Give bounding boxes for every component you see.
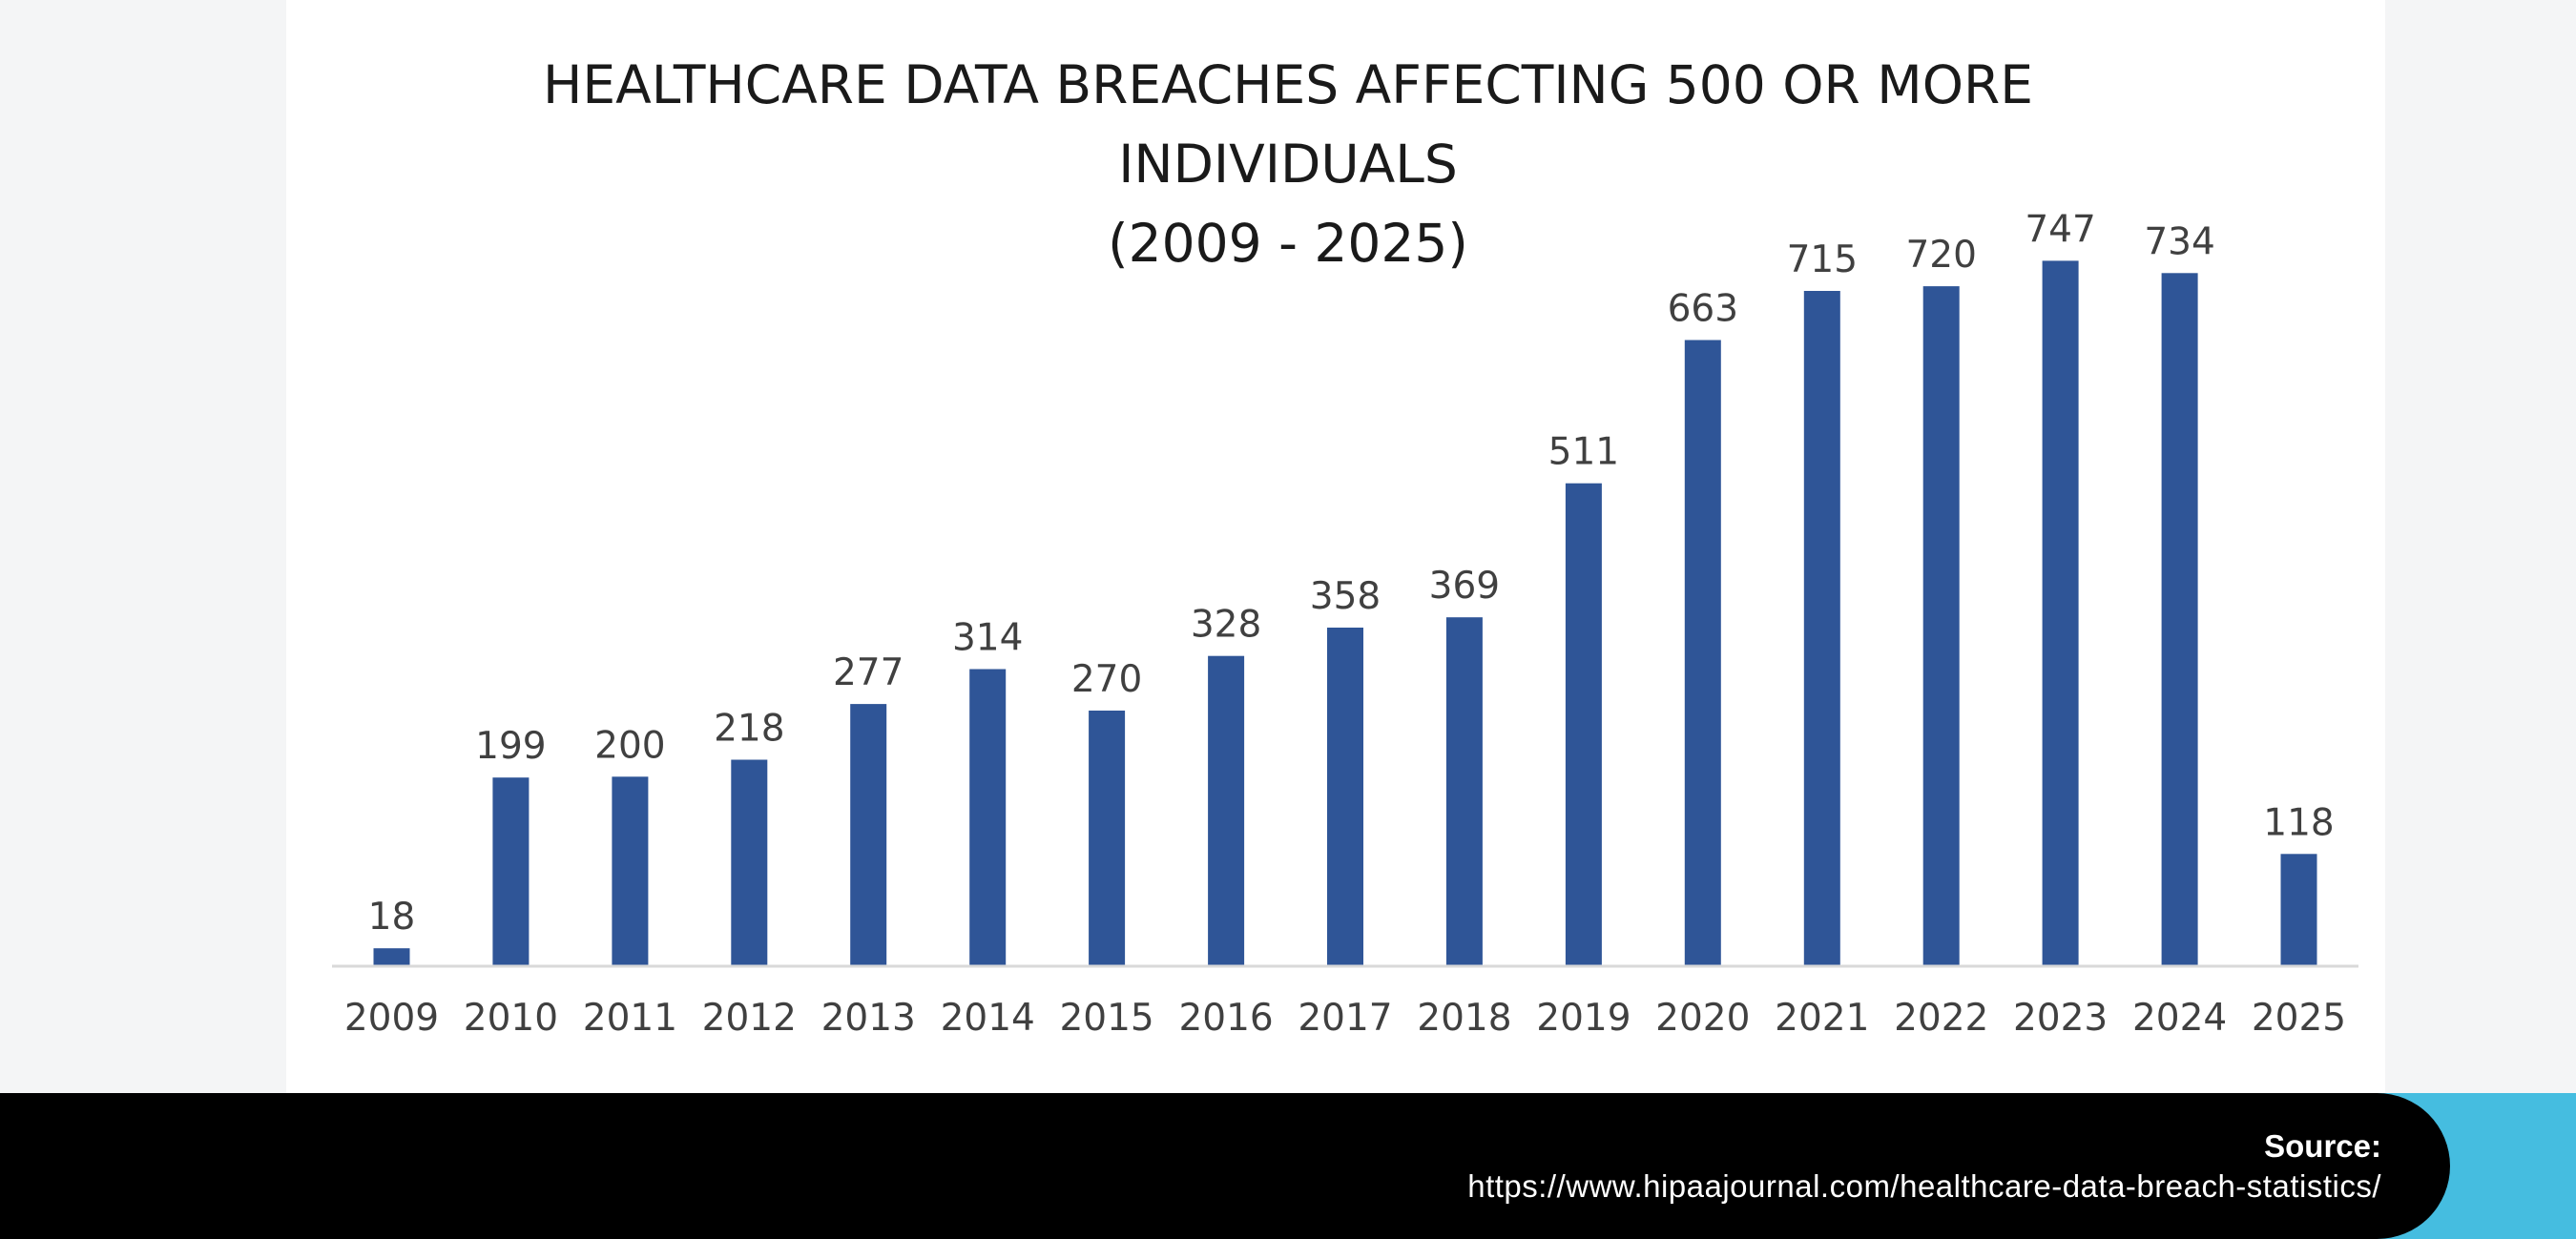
data-label-2012: 218 [714,708,784,751]
bar-2009 [373,948,410,965]
x-tick-label-2014: 2014 [941,997,1035,1040]
data-label-2015: 270 [1071,658,1142,701]
x-tick-label-2021: 2021 [1775,997,1869,1040]
bar-2017 [1327,628,1363,965]
x-tick-label-2018: 2018 [1417,997,1511,1040]
bar-2013 [850,704,887,965]
x-tick-label-2010: 2010 [464,997,558,1040]
x-tick-label-2011: 2011 [583,997,677,1040]
bar-2019 [1565,483,1602,965]
x-tick-label-2019: 2019 [1536,997,1631,1040]
bar-2023 [2042,260,2079,965]
bar-chart: 18 2009 199 2010 200 2011 218 2012 277 2013 314 201… [332,208,2358,1040]
data-label-2010: 199 [475,725,546,768]
chart-title-line-2: INDIVIDUALS [1118,134,1458,195]
bar-2022 [1922,286,1960,966]
bar-2015 [1089,711,1126,965]
data-label-2014: 314 [952,617,1023,660]
x-tick-label-2017: 2017 [1298,997,1392,1040]
data-label-2018: 369 [1429,565,1500,608]
source-url: https://www.hipaajournal.com/healthcare-… [1467,1168,2381,1204]
x-tick-label-2013: 2013 [821,997,916,1040]
source-footer: Source: https://www.hipaajournal.com/hea… [0,1093,2450,1239]
data-label-2013: 277 [833,651,904,694]
bar-2025 [2280,854,2317,965]
x-tick-label-2023: 2023 [2013,997,2108,1040]
data-label-2025: 118 [2263,801,2334,844]
data-label-2024: 734 [2144,220,2214,263]
data-label-2022: 720 [1905,234,1976,277]
data-label-2011: 200 [594,724,665,767]
x-tick-label-2009: 2009 [344,997,439,1040]
chart-title-line-3: (2009 - 2025) [1108,213,1468,274]
data-label-2021: 715 [1787,238,1858,281]
source-label: Source: [2264,1128,2381,1164]
x-tick-label-2025: 2025 [2252,997,2346,1040]
bar-2010 [492,777,530,965]
bar-2021 [1803,291,1840,965]
data-label-2019: 511 [1548,431,1619,474]
bar-2024 [2161,273,2198,965]
chart-title-line-1: HEALTHCARE DATA BREACHES AFFECTING 500 O… [543,54,2033,115]
x-tick-label-2015: 2015 [1059,997,1153,1040]
x-tick-label-2016: 2016 [1178,997,1273,1040]
x-tick-label-2024: 2024 [2132,997,2227,1040]
bar-2014 [969,669,1007,965]
x-tick-label-2020: 2020 [1655,997,1750,1040]
bar-2018 [1445,617,1483,965]
data-label-2023: 747 [2025,208,2095,251]
data-label-2020: 663 [1668,288,1738,331]
chart-title: HEALTHCARE DATA BREACHES AFFECTING 500 O… [0,46,2576,283]
data-label-2016: 328 [1191,604,1261,647]
data-label-2009: 18 [368,896,416,939]
bar-2011 [612,776,649,966]
data-label-2017: 358 [1310,575,1381,618]
x-tick-label-2022: 2022 [1894,997,1988,1040]
bar-2012 [731,759,768,965]
x-tick-label-2012: 2012 [702,997,797,1040]
bar-2016 [1208,655,1245,965]
bar-2020 [1684,340,1721,965]
